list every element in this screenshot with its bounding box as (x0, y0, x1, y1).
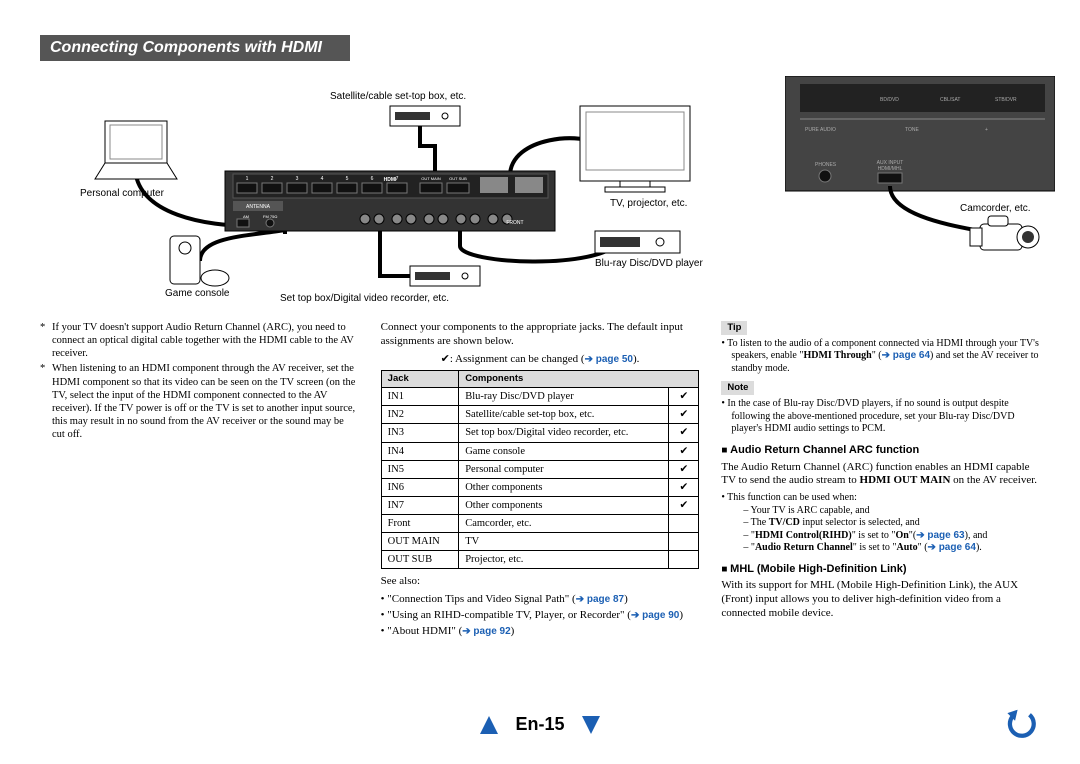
label-pc: Personal computer (80, 188, 165, 199)
svg-text:CBL/SAT: CBL/SAT (940, 97, 960, 103)
note-label: Note (721, 381, 754, 395)
page-link-64a[interactable]: ➔ page 64 (882, 350, 930, 361)
svg-text:ANTENNA: ANTENNA (246, 204, 271, 210)
diagram-right-svg: BD/DVD CBL/SAT STB/DVR PURE AUDIO TONE +… (785, 76, 1055, 276)
table-row: IN3Set top box/Digital video recorder, e… (381, 424, 699, 442)
svg-text:TONE: TONE (905, 127, 919, 133)
svg-text:6: 6 (371, 176, 374, 182)
svg-text:FM 75Ω: FM 75Ω (263, 214, 277, 219)
arc-fn-list: This function can be used when: Your TV … (721, 492, 1040, 555)
list-item: "Connection Tips and Video Signal Path" … (381, 593, 700, 607)
page-link-50[interactable]: ➔ page 50 (585, 354, 633, 365)
svg-text:STB/DVR: STB/DVR (995, 97, 1017, 103)
page-footer: En-15 (0, 714, 1080, 736)
jack-table: Jack Components IN1Blu-ray Disc/DVD play… (381, 370, 700, 569)
column-3: Tip To listen to the audio of a componen… (721, 321, 1040, 640)
column-1: * If your TV doesn't support Audio Retur… (40, 321, 359, 640)
label-camcorder: Camcorder, etc. (960, 203, 1031, 214)
assignment-note: ✔: Assignment can be changed (➔ page 50)… (381, 353, 700, 367)
note-list: In the case of Blu-ray Disc/DVD players,… (721, 398, 1040, 436)
label-tv: TV, projector, etc. (610, 198, 687, 209)
page-link-63[interactable]: ➔ page 63 (916, 530, 964, 541)
mhl-heading: MHL (Mobile High-Definition Link) (721, 563, 1040, 577)
page-number: En-15 (515, 714, 564, 734)
svg-text:4: 4 (321, 176, 324, 182)
see-also-list: "Connection Tips and Video Signal Path" … (381, 593, 700, 638)
connection-diagram: HDMI 123 4567 OUT MAIN (40, 76, 1040, 306)
svg-text:PURE AUDIO: PURE AUDIO (805, 127, 836, 133)
label-settop: Set top box/Digital video recorder, etc. (280, 293, 449, 304)
footnote-1: * If your TV doesn't support Audio Retur… (40, 321, 359, 360)
svg-text:5: 5 (346, 176, 349, 182)
table-row: IN5Personal computer✔ (381, 460, 699, 478)
return-icon[interactable] (1004, 708, 1038, 742)
table-row: IN2Satellite/cable set-top box, etc.✔ (381, 406, 699, 424)
svg-text:OUT MAIN: OUT MAIN (421, 176, 441, 181)
table-row: OUT SUBProjector, etc. (381, 551, 699, 569)
svg-text:2: 2 (271, 176, 274, 182)
svg-text:HDMI/MHL: HDMI/MHL (878, 166, 903, 172)
mhl-body: With its support for MHL (Mobile High-De… (721, 579, 1040, 620)
tip-list: To listen to the audio of a component co… (721, 338, 1040, 376)
column-2: Connect your components to the appropria… (381, 321, 700, 640)
page-link-64b[interactable]: ➔ page 64 (928, 542, 976, 553)
label-bluray: Blu-ray Disc/DVD player (595, 258, 703, 269)
svg-text:3: 3 (296, 176, 299, 182)
intro-text: Connect your components to the appropria… (381, 321, 700, 349)
list-item: "About HDMI" (➔ page 92) (381, 625, 700, 639)
svg-text:BD/DVD: BD/DVD (880, 97, 899, 103)
svg-text:1: 1 (246, 176, 249, 182)
section-header: Connecting Components with HDMI (40, 35, 350, 61)
prev-page-icon[interactable] (478, 714, 500, 736)
svg-text:+: + (985, 127, 988, 133)
label-game: Game console (165, 288, 230, 299)
tip-label: Tip (721, 321, 747, 335)
footnote-2: * When listening to an HDMI component th… (40, 362, 359, 441)
svg-text:7: 7 (396, 176, 399, 182)
th-comp: Components (459, 371, 699, 388)
svg-text:PHONES: PHONES (815, 162, 837, 168)
svg-text:OUT SUB: OUT SUB (449, 176, 467, 181)
label-satbox: Satellite/cable set-top box, etc. (330, 91, 466, 102)
arc-body: The Audio Return Channel (ARC) function … (721, 461, 1040, 489)
svg-text:AM: AM (243, 214, 249, 219)
see-also-label: See also: (381, 575, 700, 589)
table-row: IN6Other components✔ (381, 478, 699, 496)
table-row: FrontCamcorder, etc. (381, 515, 699, 533)
list-item: "Using an RIHD-compatible TV, Player, or… (381, 609, 700, 623)
table-row: IN4Game console✔ (381, 442, 699, 460)
table-row: OUT MAINTV (381, 533, 699, 551)
svg-text:FRONT: FRONT (506, 220, 523, 226)
next-page-icon[interactable] (580, 714, 602, 736)
arc-heading: Audio Return Channel ARC function (721, 444, 1040, 458)
table-row: IN7Other components✔ (381, 496, 699, 514)
table-row: IN1Blu-ray Disc/DVD player✔ (381, 388, 699, 406)
th-jack: Jack (381, 371, 459, 388)
diagram-left-svg: HDMI 123 4567 OUT MAIN (40, 76, 760, 306)
